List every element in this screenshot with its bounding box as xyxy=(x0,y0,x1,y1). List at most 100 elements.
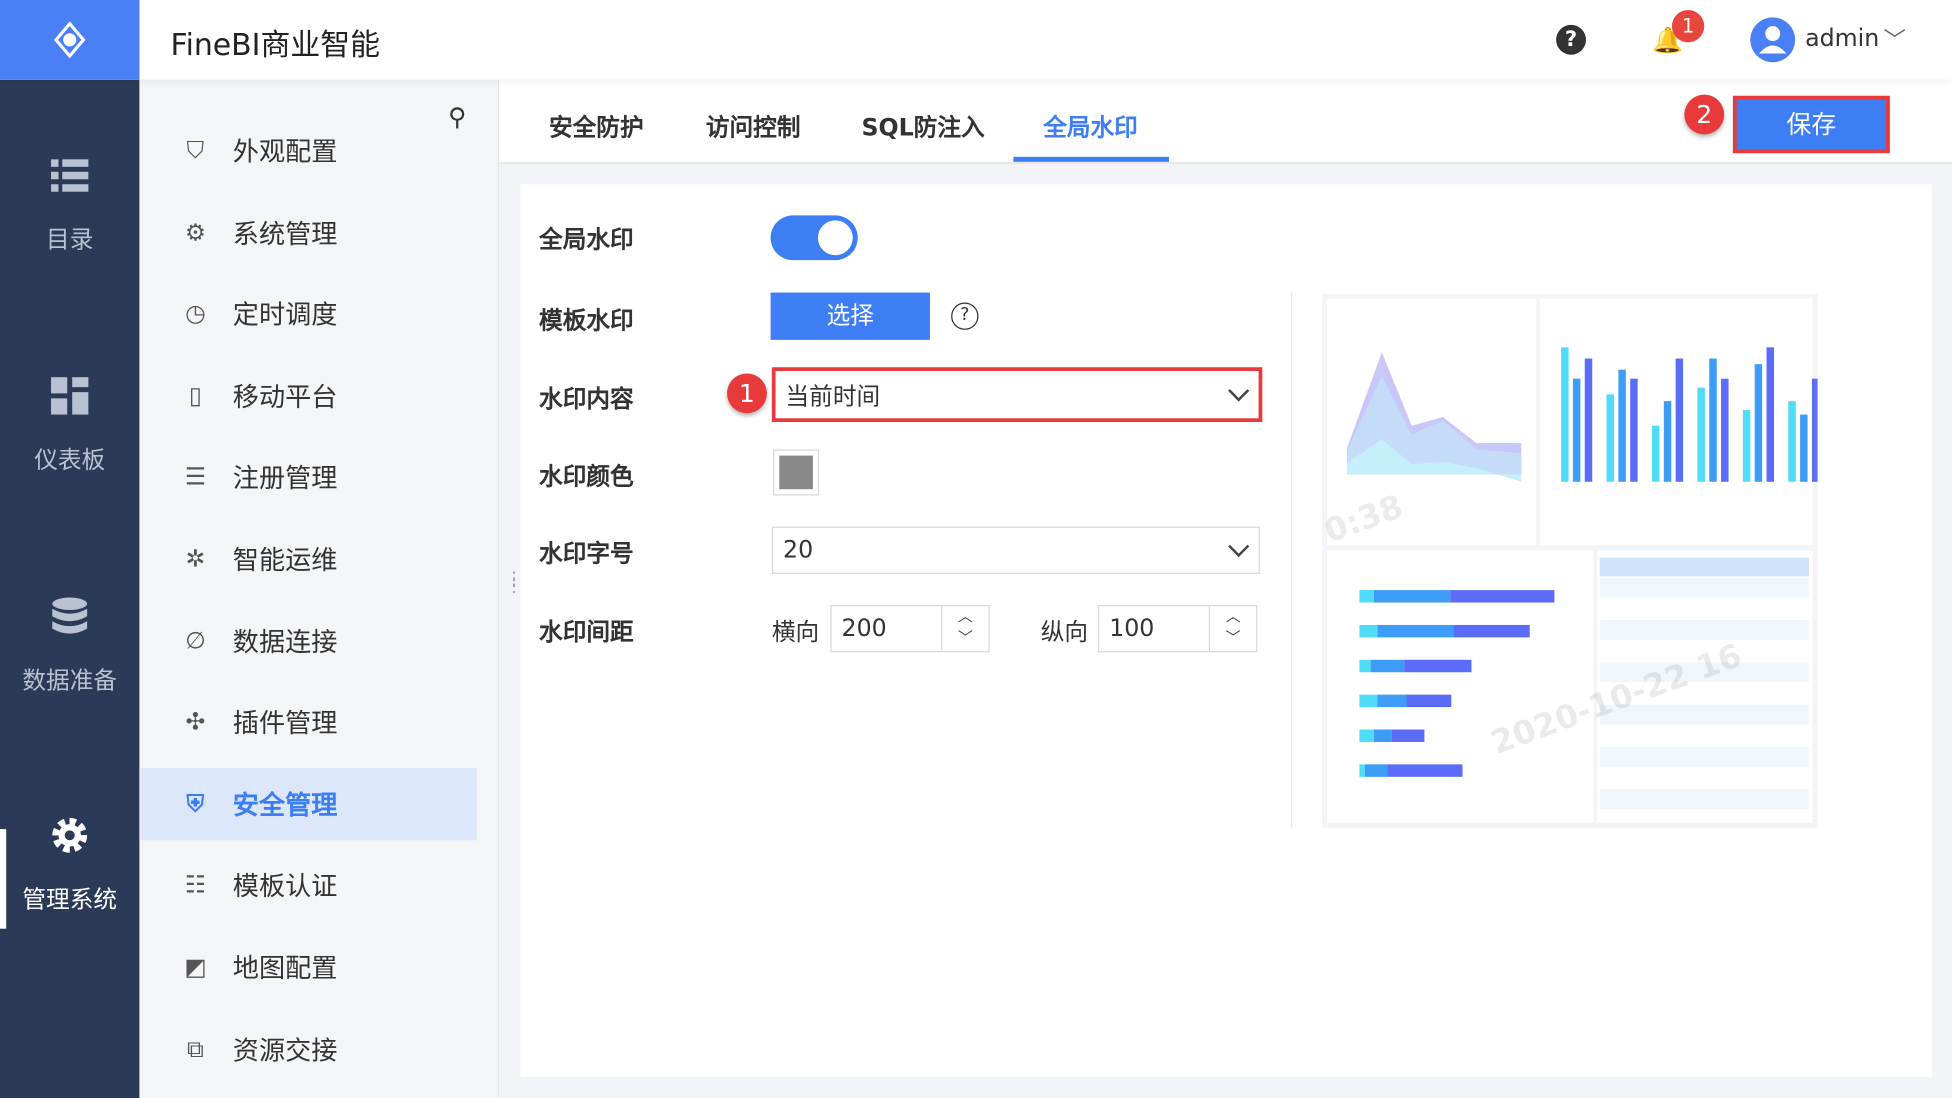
sidebar-item[interactable]: ⧉ 资源交接 xyxy=(141,1013,477,1085)
preview-mark xyxy=(1373,729,1392,742)
sidebar-item[interactable]: ∅ 数据连接 xyxy=(141,605,477,677)
preview-mark xyxy=(1599,641,1809,662)
help-icon[interactable]: ? xyxy=(951,302,979,330)
pin-icon[interactable]: ⚲ xyxy=(448,102,467,132)
label-spacing: 水印间距 xyxy=(539,618,634,647)
mobile-icon: ▯ xyxy=(188,381,202,410)
nav-catalog[interactable]: 目录 xyxy=(0,154,139,255)
vertical-spacing-input[interactable]: 100 ︿ ﹀ xyxy=(1098,605,1258,653)
preview-mark xyxy=(1377,694,1407,708)
gear-icon xyxy=(52,817,88,853)
font-size-select[interactable]: 20 xyxy=(771,526,1260,574)
sidebar-item-label: 插件管理 xyxy=(232,708,338,739)
sidebar-item[interactable]: ✣ 插件管理 xyxy=(141,686,477,758)
tab-sql-injection[interactable]: SQL防注入 xyxy=(861,114,985,142)
nav-label: 仪表板 xyxy=(34,446,106,475)
sidebar-item[interactable]: ⛨ 安全管理 xyxy=(140,767,477,841)
preview-mark xyxy=(1391,729,1425,742)
preview-mark xyxy=(1651,425,1660,482)
preview-mark xyxy=(1346,439,1522,482)
user-name[interactable]: admin xyxy=(1805,24,1880,53)
preview-mark xyxy=(1365,764,1388,777)
color-picker[interactable] xyxy=(773,449,820,496)
save-button[interactable]: 保存 xyxy=(1732,95,1890,154)
sidebar-item-label: 外观配置 xyxy=(232,136,338,167)
stepper[interactable]: ︿ ﹀ xyxy=(941,606,988,652)
register-icon: ☰ xyxy=(184,463,207,491)
appearance-icon: ⛉ xyxy=(186,136,205,165)
nav-label: 数据准备 xyxy=(22,667,118,695)
preview-mark xyxy=(1599,725,1809,746)
chevron-down-icon[interactable]: ﹀ xyxy=(1883,27,1906,54)
preview-mark xyxy=(1572,378,1581,482)
help-icon[interactable]: ? xyxy=(1556,24,1587,55)
preview-mark xyxy=(1404,659,1472,673)
stepper[interactable]: ︿ ﹀ xyxy=(1208,606,1256,652)
label-watermark-color: 水印颜色 xyxy=(539,463,634,491)
tab-security-protection[interactable]: 安全防护 xyxy=(549,114,644,142)
sidebar-item[interactable]: ◷ 定时调度 xyxy=(141,278,477,350)
ops-icon: ✲ xyxy=(185,545,206,573)
top-bar: FineBI商业智能 ? 🔔 1 admin ﹀ xyxy=(0,0,1952,80)
preview-mark xyxy=(1663,401,1672,482)
sidebar-item[interactable]: ⛉ 外观配置 xyxy=(141,115,477,187)
label-vertical: 纵向 xyxy=(1040,618,1089,647)
list-icon xyxy=(51,159,89,192)
preview-mark xyxy=(1359,590,1374,603)
sidebar-item[interactable]: ⚙ 系统管理 xyxy=(141,196,477,268)
preview-mark xyxy=(1599,746,1809,767)
timer-icon: ◷ xyxy=(185,300,206,328)
horizontal-spacing-input[interactable]: 200 ︿ ﹀ xyxy=(830,605,990,653)
sidebar-item-label: 定时调度 xyxy=(232,300,338,331)
watermark-content-select[interactable]: 当前时间 xyxy=(771,367,1263,423)
preview-mark xyxy=(1618,369,1626,482)
label-watermark-content: 水印内容 xyxy=(539,385,634,414)
preview-mark xyxy=(1800,414,1808,482)
gear-icon: ⚙ xyxy=(184,218,207,246)
preview-mark xyxy=(1697,387,1705,482)
primary-sidebar: 目录 仪表板 数据准备 管理系统 xyxy=(0,79,140,1098)
sidebar-item-label: 模板认证 xyxy=(232,871,338,902)
link-icon: ∅ xyxy=(185,626,206,655)
tab-access-control[interactable]: 访问控制 xyxy=(705,114,801,142)
notification-badge: 1 xyxy=(1671,9,1705,43)
sidebar-item[interactable]: ✲ 智能运维 xyxy=(141,523,477,595)
preview-mark xyxy=(1599,557,1809,577)
nav-label: 目录 xyxy=(46,226,94,254)
preview-mark xyxy=(1599,704,1809,725)
plugin-icon: ✣ xyxy=(185,708,206,736)
tab-global-watermark[interactable]: 全局水印 xyxy=(1043,114,1138,142)
input-value: 200 xyxy=(841,614,887,643)
user-icon[interactable] xyxy=(1750,17,1796,63)
nav-data-prep[interactable]: 数据准备 xyxy=(0,595,139,696)
label-template-watermark: 模板水印 xyxy=(539,307,634,335)
label-horizontal: 横向 xyxy=(771,618,820,647)
preview-mark xyxy=(1370,659,1405,673)
preview-mark xyxy=(1599,619,1809,640)
logo-icon[interactable] xyxy=(0,0,140,80)
sidebar-item[interactable]: ◩ 地图配置 xyxy=(141,931,477,1003)
sidebar-item[interactable]: ☰ 注册管理 xyxy=(141,441,477,513)
global-watermark-toggle[interactable] xyxy=(770,215,858,261)
nav-dashboard[interactable]: 仪表板 xyxy=(0,375,139,476)
sidebar-item-label: 系统管理 xyxy=(232,218,338,249)
preview-mark xyxy=(1599,789,1809,810)
sidebar-item[interactable]: ☷ 模板认证 xyxy=(141,850,477,922)
preview-mark xyxy=(1721,378,1729,482)
sidebar-item[interactable]: ▯ 移动平台 xyxy=(141,360,477,432)
secondary-sidebar: ⚲ xyxy=(139,79,500,1098)
map-icon: ◩ xyxy=(184,953,207,981)
select-template-button[interactable]: 选择 xyxy=(770,292,930,340)
preview-mark xyxy=(1377,624,1454,638)
active-indicator xyxy=(0,829,7,929)
resize-handle[interactable]: ⋮ ⋮ xyxy=(505,568,523,597)
handover-icon: ⧉ xyxy=(186,1035,204,1063)
sidebar-item-label: 移动平台 xyxy=(232,381,338,412)
preview-mark xyxy=(1811,378,1818,482)
preview-mark xyxy=(1599,662,1809,683)
preview-mark xyxy=(1387,764,1463,777)
nav-admin-system[interactable]: 管理系统 xyxy=(0,814,139,915)
preview-mark xyxy=(1675,358,1684,482)
label-font-size: 水印字号 xyxy=(539,540,634,568)
sidebar-item-label: 地图配置 xyxy=(232,953,338,984)
